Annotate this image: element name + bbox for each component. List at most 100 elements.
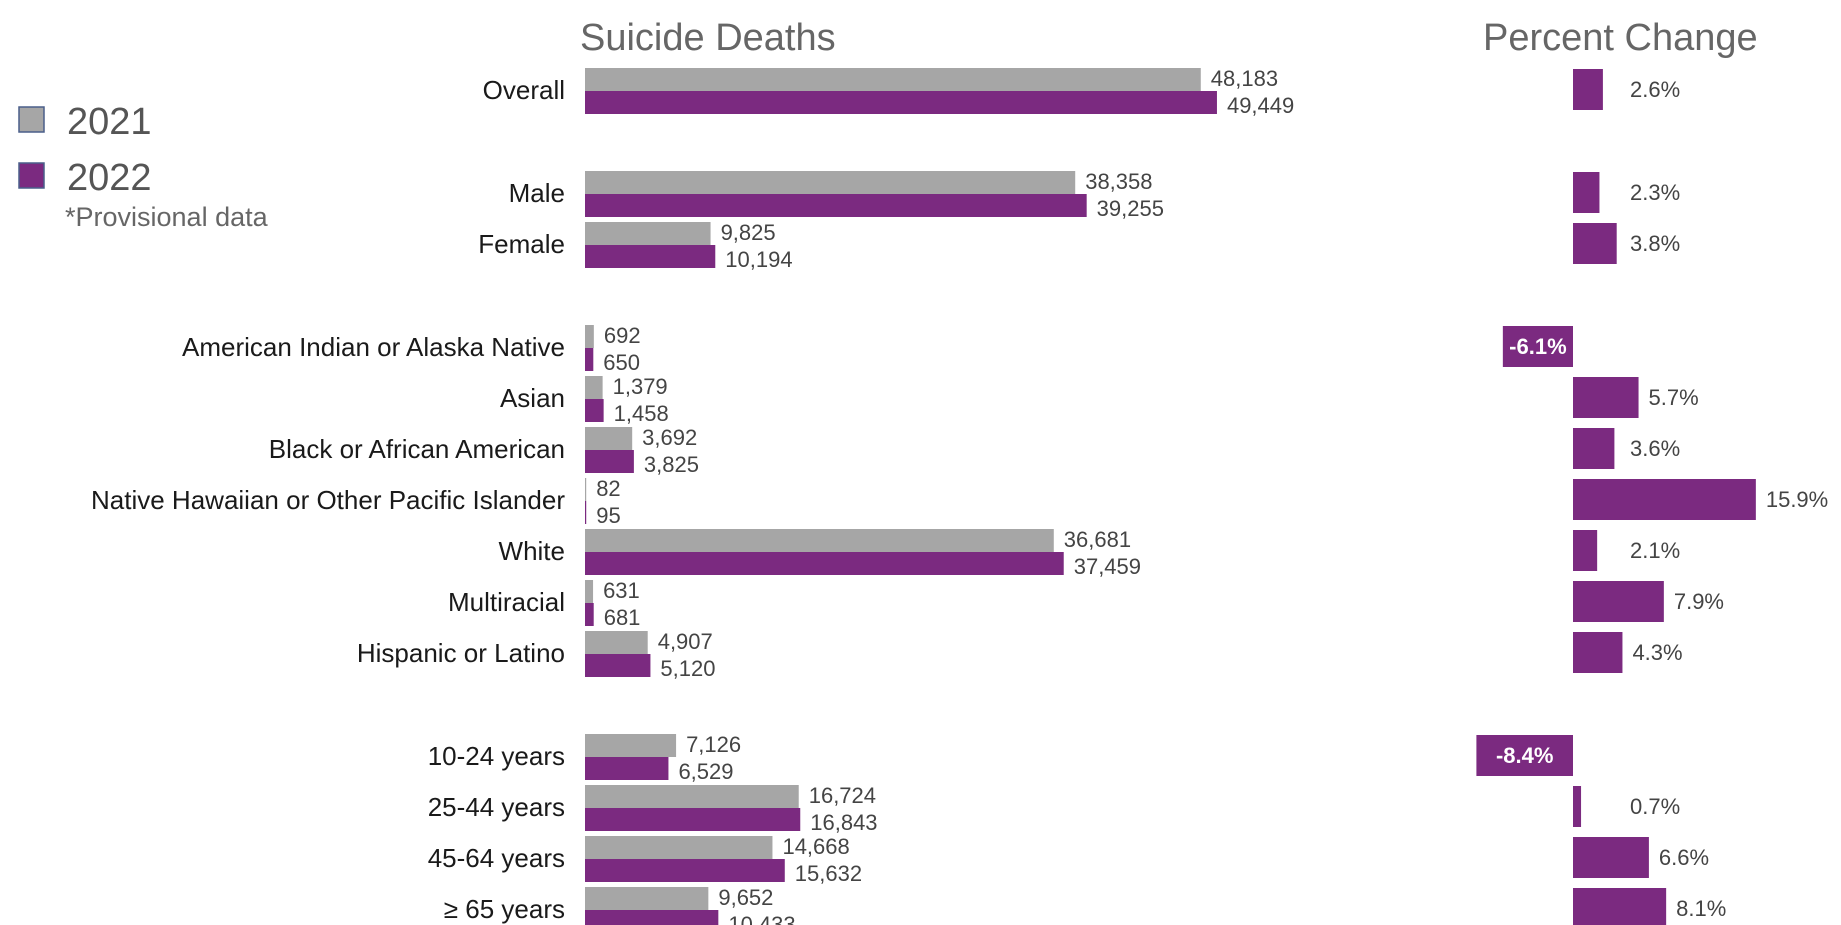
- percent-change-bar: [1573, 172, 1600, 213]
- percent-change-bar: [1573, 428, 1615, 469]
- value-label-2021: 82: [596, 476, 620, 501]
- bar-2021: [585, 376, 603, 399]
- value-label-2022: 95: [596, 503, 620, 528]
- category-label: American Indian or Alaska Native: [182, 332, 565, 362]
- percent-change-label: 7.9%: [1674, 589, 1724, 614]
- legend-swatch-2022: [18, 162, 45, 189]
- category-label: 25-44 years: [428, 792, 565, 822]
- bar-2022: [585, 348, 594, 371]
- category-label: Male: [509, 178, 565, 208]
- bar-2022: [585, 603, 594, 626]
- value-label-2021: 38,358: [1085, 169, 1152, 194]
- value-label-2022: 16,843: [810, 810, 877, 835]
- percent-change-bar: [1573, 530, 1598, 571]
- category-label: Native Hawaiian or Other Pacific Islande…: [91, 485, 565, 515]
- value-label-2021: 1,379: [613, 374, 668, 399]
- percent-change-bar: [1502, 326, 1573, 367]
- value-label-2022: 10,194: [725, 247, 792, 272]
- value-label-2022: 6,529: [678, 759, 733, 784]
- value-label-2021: 9,825: [721, 220, 776, 245]
- value-label-2021: 36,681: [1064, 527, 1131, 552]
- value-label-2022: 10,433: [728, 912, 795, 925]
- category-label: Black or African American: [269, 434, 565, 464]
- bar-2021: [585, 529, 1054, 552]
- percent-change-label: 6.6%: [1659, 845, 1709, 870]
- percent-change-bar: [1573, 223, 1617, 264]
- percent-change-label: 0.7%: [1630, 794, 1680, 819]
- value-label-2021: 9,652: [718, 885, 773, 910]
- bar-2021: [585, 427, 633, 450]
- bar-2021: [585, 478, 587, 501]
- legend-swatch-2021: [18, 106, 45, 133]
- chart-title: Suicide Deaths: [580, 17, 836, 59]
- bar-2022: [585, 552, 1064, 575]
- value-label-2021: 3,692: [642, 425, 697, 450]
- category-label: Hispanic or Latino: [357, 638, 565, 668]
- percent-change-label: -6.1%: [1509, 334, 1566, 359]
- bar-2022: [585, 399, 604, 422]
- bar-2022: [585, 859, 785, 882]
- bar-2022: [585, 450, 634, 473]
- value-label-2022: 49,449: [1227, 93, 1294, 118]
- bar-2021: [585, 171, 1076, 194]
- percent-change-title: Percent Change: [1483, 17, 1758, 59]
- percent-change-label: 2.1%: [1630, 538, 1680, 563]
- bar-2022: [585, 654, 651, 677]
- value-label-2022: 3,825: [644, 452, 699, 477]
- percent-change-label: 2.3%: [1630, 180, 1680, 205]
- legend-label-2021: 2021: [67, 101, 152, 143]
- value-label-2021: 16,724: [809, 783, 876, 808]
- percent-change-bar: [1573, 632, 1623, 673]
- bar-2021: [585, 887, 709, 910]
- value-label-2021: 631: [603, 578, 640, 603]
- percent-change-label: 5.7%: [1649, 385, 1699, 410]
- bar-2022: [585, 245, 716, 268]
- percent-change-label: 3.8%: [1630, 231, 1680, 256]
- bar-2022: [585, 757, 669, 780]
- percent-change-label: -8.4%: [1496, 743, 1553, 768]
- bar-2022: [585, 194, 1087, 217]
- bar-2022: [585, 501, 587, 524]
- value-label-2021: 4,907: [658, 629, 713, 654]
- percent-change-bar: [1573, 786, 1582, 827]
- value-label-2021: 7,126: [686, 732, 741, 757]
- value-label-2022: 5,120: [660, 656, 715, 681]
- category-label: Asian: [500, 383, 565, 413]
- category-label: Multiracial: [448, 587, 565, 617]
- bar-2021: [585, 222, 711, 245]
- category-label: White: [499, 536, 565, 566]
- value-label-2022: 39,255: [1097, 196, 1164, 221]
- percent-change-bar: [1573, 837, 1649, 878]
- legend-label-2022: 2022: [67, 157, 152, 199]
- percent-change-label: 8.1%: [1676, 896, 1726, 921]
- category-label: Female: [478, 229, 565, 259]
- value-label-2022: 15,632: [795, 861, 862, 886]
- percent-change-label: 4.3%: [1632, 640, 1682, 665]
- percent-change-bar: [1573, 888, 1667, 925]
- bar-2021: [585, 631, 648, 654]
- percent-change-bar: [1573, 479, 1756, 520]
- bar-2021: [585, 68, 1201, 91]
- percent-change-label: 2.6%: [1630, 77, 1680, 102]
- bar-2021: [585, 734, 677, 757]
- category-label: 10-24 years: [428, 741, 565, 771]
- percent-change-bar: [1476, 735, 1573, 776]
- bar-2021: [585, 325, 594, 348]
- percent-change-bar: [1573, 581, 1664, 622]
- value-label-2021: 692: [604, 323, 641, 348]
- value-label-2022: 681: [604, 605, 641, 630]
- value-label-2022: 650: [603, 350, 640, 375]
- provisional-note: *Provisional data: [65, 202, 269, 232]
- percent-change-bar: [1573, 377, 1639, 418]
- percent-change-label: 3.6%: [1630, 436, 1680, 461]
- category-label: ≥ 65 years: [444, 894, 565, 924]
- category-label: Overall: [483, 75, 565, 105]
- category-label: 45-64 years: [428, 843, 565, 873]
- value-label-2021: 48,183: [1211, 66, 1278, 91]
- bar-2022: [585, 910, 719, 925]
- bar-2022: [585, 91, 1217, 114]
- value-label-2022: 1,458: [614, 401, 669, 426]
- bar-2022: [585, 808, 801, 831]
